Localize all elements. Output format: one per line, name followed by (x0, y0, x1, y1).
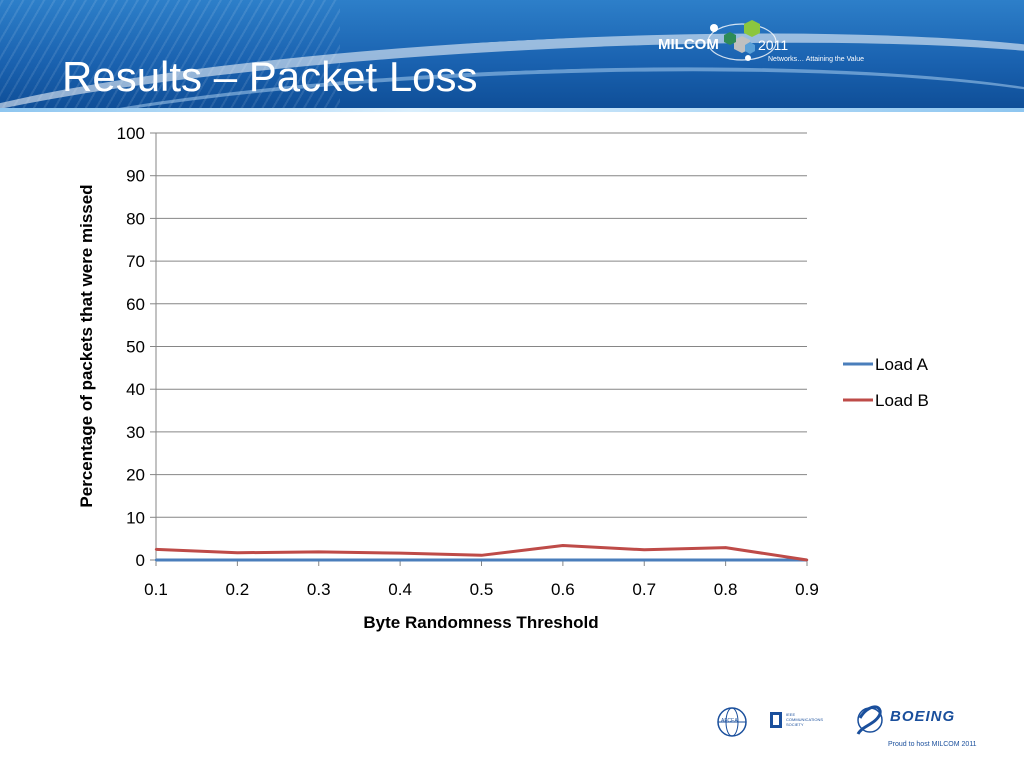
x-tick-label: 0.7 (632, 580, 656, 599)
data-point (154, 558, 158, 562)
footer-logos: AFCEA IEEE COMMUNICATIONS SOCIETY BOEING… (710, 700, 1010, 760)
y-tick-label: 0 (136, 551, 145, 570)
x-tick-label: 0.1 (144, 580, 168, 599)
milcom-year: 2011 (758, 37, 789, 53)
y-tick-label: 100 (117, 124, 145, 143)
afcea-logo: AFCEA (721, 718, 738, 724)
data-point (154, 548, 158, 551)
boeing-logo: BOEING (890, 708, 956, 725)
y-tick-label: 20 (126, 466, 145, 485)
data-point (643, 558, 646, 562)
series-line-load-b (155, 543, 808, 562)
x-tick-labels: 0.1 0.2 0.3 0.4 0.5 0.6 0.7 0.8 0.9 (144, 560, 819, 599)
data-point (480, 554, 483, 557)
data-point (317, 558, 320, 562)
slide-header: Results – Packet Loss MILCOM 2011 Networ… (0, 0, 1024, 112)
x-tick-label: 0.6 (551, 580, 575, 599)
data-point (724, 546, 727, 549)
data-point (561, 558, 565, 562)
ieee-comsoc-logo: IEEE COMMUNICATIONS SOCIETY (786, 712, 824, 727)
x-axis-title: Byte Randomness Threshold (363, 613, 598, 632)
sponsor-logo-icons (717, 705, 883, 737)
data-point (643, 548, 646, 551)
legend-label: Load A (875, 355, 929, 374)
header-wave-pattern (0, 0, 340, 112)
milcom-hexagon-icon (707, 20, 777, 61)
y-tick-label: 60 (126, 295, 145, 314)
y-tick-label: 70 (126, 252, 145, 271)
data-point (236, 551, 239, 554)
y-axis-title: Percentage of packets that were missed (77, 184, 96, 507)
y-tick-label: 80 (126, 209, 145, 228)
chart-legend: Load A Load B (843, 355, 929, 410)
legend-label: Load B (875, 391, 929, 410)
y-tick-label: 30 (126, 423, 145, 442)
data-point (398, 551, 402, 555)
x-tick-label: 0.2 (226, 580, 250, 599)
x-tick-label: 0.9 (795, 580, 819, 599)
y-tick-label: 90 (126, 167, 145, 186)
data-point (236, 558, 239, 562)
chart-gridlines (156, 132, 807, 518)
data-point (398, 558, 402, 562)
data-point (561, 544, 565, 547)
chart-series (154, 543, 809, 562)
footer-host-text: Proud to host MILCOM 2011 (888, 741, 977, 748)
data-point (480, 558, 483, 562)
y-tick-label: 50 (126, 338, 145, 357)
slide-title: Results – Packet Loss (62, 53, 478, 100)
x-tick-label: 0.4 (388, 580, 412, 599)
header-divider (0, 108, 1024, 112)
milcom-logo: MILCOM 2011 Networks… Attaining the Valu… (656, 12, 916, 76)
x-tick-label: 0.5 (470, 580, 494, 599)
data-point (805, 558, 809, 562)
milcom-tagline: Networks… Attaining the Value (768, 56, 864, 63)
x-tick-label: 0.8 (714, 580, 738, 599)
data-point (317, 550, 320, 554)
y-tick-label: 40 (126, 380, 145, 399)
milcom-wordmark: MILCOM (658, 36, 719, 53)
y-tick-labels: 0 10 20 30 40 50 60 70 80 90 100 (117, 124, 156, 570)
x-tick-label: 0.3 (307, 580, 331, 599)
y-tick-label: 10 (126, 508, 145, 527)
data-point (724, 558, 727, 562)
